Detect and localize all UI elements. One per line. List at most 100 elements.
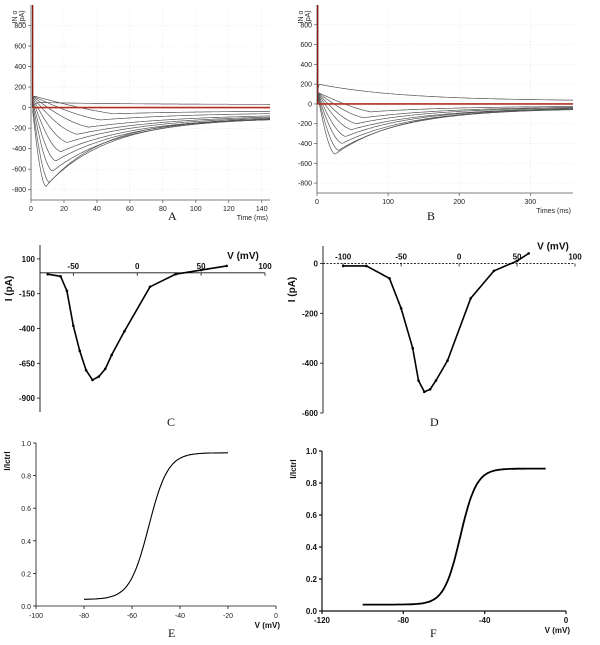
data-point (78, 349, 82, 353)
current-trace (32, 97, 271, 135)
current-trace (32, 95, 271, 121)
panel-label-c: C (167, 415, 175, 429)
y-axis-label: IN o (12, 10, 19, 23)
y-tick-label: 1.0 (21, 441, 31, 448)
y-tick-label: -800 (298, 181, 312, 188)
y-axis-label: I (pA) (287, 277, 298, 303)
data-point (97, 375, 101, 378)
y-tick-label: 800 (14, 23, 26, 30)
y-tick-label: 0.8 (306, 479, 318, 488)
data-point (399, 307, 403, 310)
y-axis-unit: (pA) (19, 10, 26, 23)
y-axis-label: I (pA) (4, 276, 15, 302)
x-tick-label: 100 (190, 206, 202, 213)
boltzmann-fit-curve (84, 452, 228, 600)
iv-curve-line (343, 252, 530, 393)
current-trace (32, 103, 271, 172)
y-tick-label: 600 (14, 44, 26, 51)
boltzmann-fit-curve (362, 467, 546, 606)
panel-a-traces: -800 -600 -400 -200 0 200 400 600 800 0 20 40 60 80 10… (12, 5, 271, 222)
current-trace (32, 99, 270, 153)
panel-e-inactivation-curve: 0.0 0.2 0.4 0.6 0.8 1.0 -100 -80 -60 -40 -20 0 I/Ict… (3, 441, 280, 630)
y-tick-label: 0.6 (306, 511, 318, 520)
panel-label-d: D (430, 415, 439, 429)
current-trace (317, 93, 573, 130)
panel-label-e: E (168, 626, 175, 640)
data-point (434, 379, 438, 382)
x-tick-label: -100 (29, 613, 43, 620)
data-point (110, 353, 113, 357)
data-point (123, 329, 126, 333)
x-axis-label: V (mV) (227, 251, 259, 262)
x-tick-label: -50 (395, 252, 407, 261)
current-trace (317, 93, 573, 137)
x-axis-label: V (mV) (537, 241, 569, 252)
data-point (72, 324, 75, 328)
data-point (84, 368, 88, 372)
y-tick-label: 200 (300, 82, 312, 89)
y-tick-label: -600 (298, 161, 312, 168)
data-point (388, 277, 391, 280)
data-point (411, 346, 415, 350)
panel-label-a: A (168, 209, 177, 223)
y-tick-label: -400 (302, 359, 319, 368)
y-tick-label: -400 (12, 146, 26, 153)
y-axis-label: I/Ictrl (289, 459, 298, 478)
x-tick-label: 120 (223, 206, 235, 213)
y-tick-label: 1.0 (306, 447, 318, 456)
current-trace (32, 95, 271, 115)
panel-label-f: F (430, 626, 437, 640)
x-axis-label: V (mV) (545, 626, 571, 635)
x-tick-label: -80 (79, 613, 89, 620)
panel-label-b: B (427, 209, 435, 223)
data-point (469, 297, 472, 300)
data-point (446, 359, 449, 362)
y-tick-label: -200 (298, 121, 312, 128)
current-trace (317, 92, 573, 113)
y-tick-label: 0.6 (21, 506, 31, 513)
x-axis-label: Times (ms) (536, 208, 571, 215)
current-trace (32, 98, 271, 143)
x-tick-label: 0 (135, 262, 140, 271)
x-tick-label: 60 (126, 206, 134, 213)
x-tick-label: -40 (175, 613, 185, 620)
data-point (199, 268, 203, 272)
panel-d-iv-curve: 0 -200 -400 -600 -100 -50 0 50 100 I (pA) V (mV) (287, 241, 582, 418)
y-tick-label: 400 (300, 62, 312, 69)
iv-curve-line (47, 265, 227, 382)
y-tick-label: -600 (12, 167, 26, 174)
data-point (59, 275, 62, 278)
current-trace (317, 94, 573, 151)
x-tick-label: 0 (457, 252, 462, 261)
x-tick-label: 200 (453, 199, 465, 206)
y-tick-label: 0.0 (21, 604, 31, 611)
x-tick-label: -80 (398, 616, 410, 625)
data-point (492, 269, 496, 273)
y-tick-label: 400 (14, 64, 26, 71)
current-trace (32, 96, 271, 128)
x-tick-label: 80 (159, 206, 167, 213)
x-tick-label: 20 (60, 206, 68, 213)
x-tick-label: -120 (314, 616, 331, 625)
current-trace (317, 92, 573, 119)
y-tick-label: 0.4 (21, 539, 31, 546)
y-tick-label: 0.0 (306, 607, 318, 616)
x-tick-label: 300 (524, 199, 536, 206)
y-tick-label: -650 (19, 359, 36, 368)
data-point (365, 264, 368, 268)
y-tick-label: 800 (300, 22, 312, 29)
y-tick-label: -400 (19, 325, 36, 334)
x-tick-label: 40 (93, 206, 101, 213)
x-tick-label: -60 (127, 613, 137, 620)
y-tick-label: 0.2 (306, 575, 318, 584)
y-tick-label: 0 (22, 105, 26, 112)
x-tick-label: -40 (479, 616, 491, 625)
y-tick-label: 0.8 (21, 474, 31, 481)
y-tick-label: -800 (12, 187, 26, 194)
data-point (341, 264, 345, 268)
x-tick-label: -20 (223, 613, 233, 620)
x-tick-label: 0 (315, 199, 319, 206)
data-point (417, 379, 420, 382)
data-point (515, 259, 519, 263)
